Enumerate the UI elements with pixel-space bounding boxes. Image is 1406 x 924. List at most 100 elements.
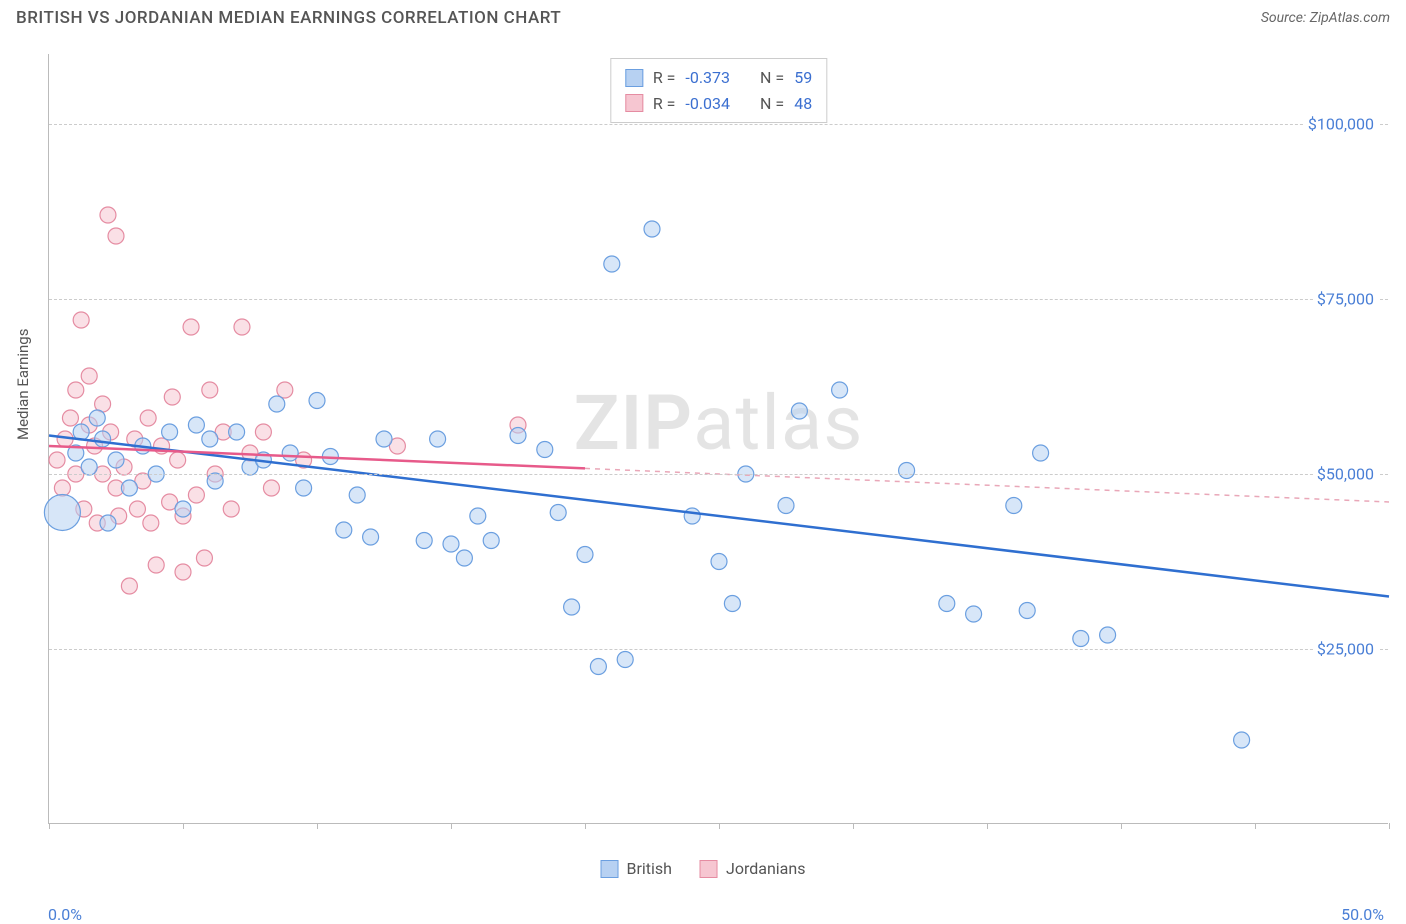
british-point <box>1234 732 1250 748</box>
x-tick <box>1389 823 1390 829</box>
british-point <box>95 431 111 447</box>
british-point <box>1073 631 1089 647</box>
chart-header: BRITISH VS JORDANIAN MEDIAN EARNINGS COR… <box>0 0 1406 32</box>
jordanian-point <box>183 319 199 335</box>
british-point <box>188 417 204 433</box>
british-point <box>577 547 593 563</box>
legend-label: British <box>627 859 672 878</box>
x-tick <box>183 823 184 829</box>
legend-item-jordanian: Jordanians <box>700 859 805 878</box>
legend-label: Jordanians <box>726 859 805 878</box>
british-point <box>162 424 178 440</box>
british-point <box>564 599 580 615</box>
british-swatch-icon <box>625 69 643 87</box>
jordanian-point <box>164 389 180 405</box>
british-point <box>202 431 218 447</box>
y-tick-label: $75,000 <box>1313 290 1378 309</box>
gridline <box>49 649 1388 650</box>
jordanian-point <box>68 382 84 398</box>
gridline <box>49 124 1388 125</box>
british-point <box>416 533 432 549</box>
jordanian-point <box>54 480 70 496</box>
british-point <box>456 550 472 566</box>
x-tick <box>317 823 318 829</box>
british-point <box>791 403 807 419</box>
x-tick <box>451 823 452 829</box>
jordanian-point <box>108 228 124 244</box>
british-point <box>363 529 379 545</box>
british-point <box>89 410 105 426</box>
jordanian-point <box>188 487 204 503</box>
r-label: R = <box>653 65 676 91</box>
jordanian-point <box>170 452 186 468</box>
chart-title: BRITISH VS JORDANIAN MEDIAN EARNINGS COR… <box>16 8 561 28</box>
british-point <box>684 508 700 524</box>
jordanian-point <box>234 319 250 335</box>
jordanian-point <box>175 564 191 580</box>
british-point <box>108 452 124 468</box>
british-point <box>832 382 848 398</box>
y-axis-title: Median Earnings <box>14 329 32 440</box>
jordanian-point <box>223 501 239 517</box>
jordanian-point <box>148 557 164 573</box>
british-point <box>550 505 566 521</box>
british-point <box>349 487 365 503</box>
british-point <box>443 536 459 552</box>
british-point <box>470 508 486 524</box>
jordanian-point <box>121 578 137 594</box>
jordanian-point <box>100 207 116 223</box>
source-label: Source: ZipAtlas.com <box>1261 10 1390 26</box>
british-trend-line <box>49 436 1389 597</box>
british-point <box>430 431 446 447</box>
jordanian-point <box>202 382 218 398</box>
jordanian-point <box>49 452 65 468</box>
bottom-legend: British Jordanians <box>601 859 806 878</box>
british-point <box>778 498 794 514</box>
british-point <box>1019 603 1035 619</box>
british-point <box>309 393 325 409</box>
british-point <box>100 515 116 531</box>
stats-row-jordanian: R =-0.034N =48 <box>625 91 812 117</box>
x-axis-end-label: 50.0% <box>1341 905 1384 924</box>
n-label: N = <box>760 65 784 91</box>
jordanian-point <box>73 312 89 328</box>
jordanian-point <box>62 410 78 426</box>
british-point <box>229 424 245 440</box>
british-point <box>590 659 606 675</box>
british-point <box>617 652 633 668</box>
british-point <box>899 463 915 479</box>
y-tick-label: $100,000 <box>1304 115 1378 134</box>
british-point <box>269 396 285 412</box>
r-value: -0.373 <box>685 65 730 91</box>
british-point <box>207 473 223 489</box>
jordanian-point <box>129 501 145 517</box>
british-point <box>1100 627 1116 643</box>
legend-item-british: British <box>601 859 672 878</box>
stats-legend-box: R =-0.373N =59R =-0.034N =48 <box>610 58 827 123</box>
x-tick <box>585 823 586 829</box>
british-swatch-icon <box>601 860 619 878</box>
jordanian-swatch-icon <box>625 94 643 112</box>
british-point <box>1033 445 1049 461</box>
jordanian-point <box>196 550 212 566</box>
british-point <box>296 480 312 496</box>
gridline <box>49 299 1388 300</box>
british-point <box>175 501 191 517</box>
british-point <box>81 459 97 475</box>
r-label: R = <box>653 91 676 117</box>
british-point <box>711 554 727 570</box>
jordanian-point <box>255 424 271 440</box>
gridline <box>49 474 1388 475</box>
jordanian-swatch-icon <box>700 860 718 878</box>
x-tick <box>1255 823 1256 829</box>
british-point <box>1006 498 1022 514</box>
x-tick <box>987 823 988 829</box>
jordanian-point <box>277 382 293 398</box>
british-point <box>966 606 982 622</box>
british-point <box>44 495 80 531</box>
n-label: N = <box>760 91 784 117</box>
x-tick <box>853 823 854 829</box>
british-point <box>537 442 553 458</box>
british-point <box>376 431 392 447</box>
stats-row-british: R =-0.373N =59 <box>625 65 812 91</box>
